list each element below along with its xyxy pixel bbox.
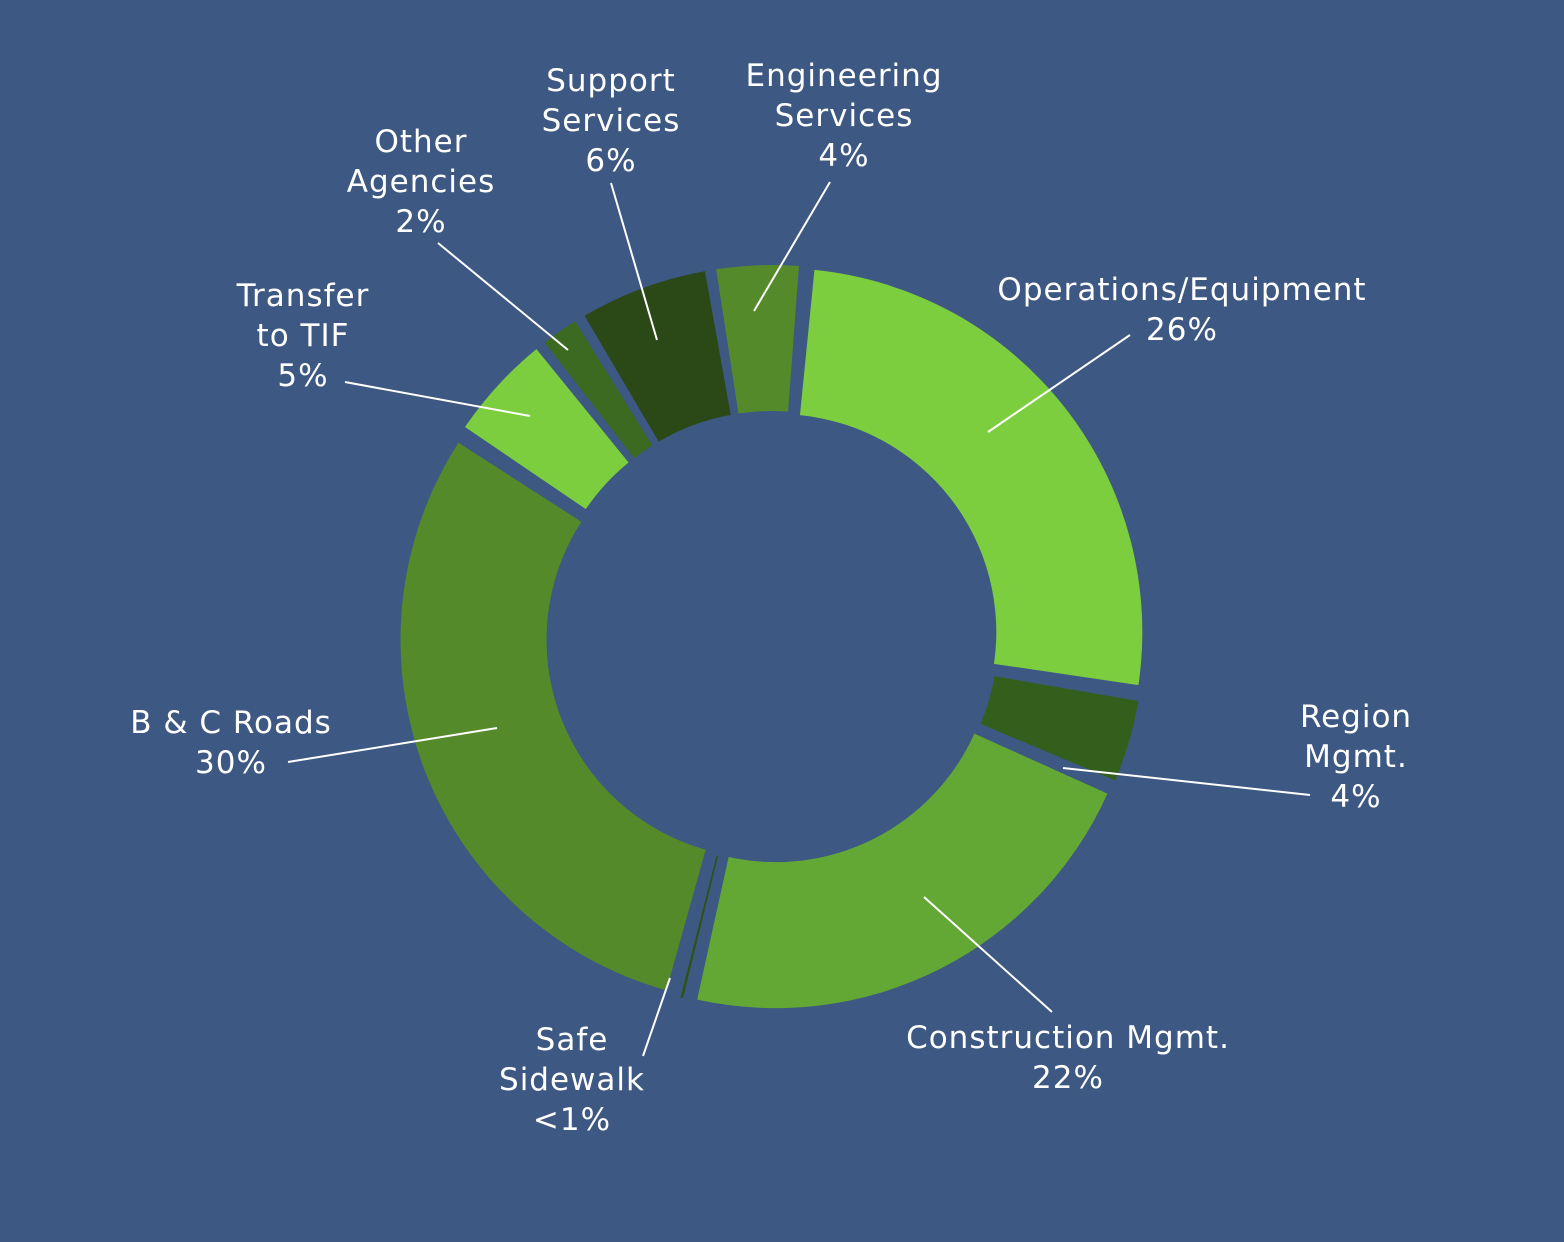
slice-name-transfer-to-tif: to TIF: [257, 318, 350, 354]
leader-line-support-services: [610, 182, 658, 341]
slice-name-engineering-services: Services: [775, 98, 914, 134]
slice-operations-equipment: [799, 269, 1143, 686]
slice-other-agencies: [544, 321, 653, 458]
slice-engineering-services: [716, 265, 799, 414]
slice-label-construction-mgmt: Construction Mgmt. 22%: [906, 1020, 1230, 1096]
slice-label-region-mgmt: Region Mgmt. 4%: [1300, 699, 1412, 815]
slice-name-engineering-services: Engineering: [746, 58, 943, 94]
labels-layer: Operations/Equipment 26% Region Mgmt. 4% Cons…: [130, 58, 1412, 1138]
slice-name-other-agencies: Agencies: [347, 164, 495, 200]
slice-name-region-mgmt: Mgmt.: [1304, 739, 1408, 775]
slice-name-operations-equipment: Operations/Equipment: [997, 272, 1366, 308]
slice-label-engineering-services: Engineering Services 4%: [746, 58, 943, 174]
leader-line-operations-equipment: [987, 334, 1131, 433]
slice-transfer-to-tif: [465, 349, 629, 510]
slice-percent-construction-mgmt: 22%: [1032, 1060, 1104, 1096]
slice-label-b-c-roads: B & C Roads 30%: [130, 705, 332, 781]
slice-region-mgmt: [980, 676, 1139, 781]
leader-line-other-agencies: [437, 242, 569, 351]
slice-name-construction-mgmt: Construction Mgmt.: [906, 1020, 1230, 1056]
leader-line-construction-mgmt: [923, 896, 1053, 1013]
slice-support-services: [584, 271, 731, 442]
slice-safe-sidewalk: [680, 856, 718, 999]
slice-name-support-services: Support: [546, 63, 676, 99]
slice-name-safe-sidewalk: Safe: [536, 1022, 609, 1058]
slice-name-other-agencies: Other: [374, 124, 467, 160]
slice-percent-b-c-roads: 30%: [195, 745, 267, 781]
slice-percent-other-agencies: 2%: [395, 204, 446, 240]
slice-b-c-roads: [400, 442, 706, 991]
slice-percent-transfer-to-tif: 5%: [277, 358, 328, 394]
slice-percent-engineering-services: 4%: [818, 138, 869, 174]
leader-line-region-mgmt: [1062, 767, 1311, 796]
leader-line-transfer-to-tif: [344, 381, 531, 417]
slice-construction-mgmt: [697, 733, 1108, 1009]
slice-name-region-mgmt: Region: [1300, 699, 1412, 735]
slice-name-b-c-roads: B & C Roads: [130, 705, 332, 741]
slice-percent-operations-equipment: 26%: [1146, 312, 1218, 348]
slice-percent-support-services: 6%: [585, 143, 636, 179]
slice-name-transfer-to-tif: Transfer: [236, 278, 370, 314]
slice-name-support-services: Services: [542, 103, 681, 139]
leader-line-safe-sidewalk: [642, 977, 671, 1057]
leader-line-b-c-roads: [287, 727, 498, 763]
slice-label-other-agencies: Other Agencies 2%: [347, 124, 495, 240]
slice-name-safe-sidewalk: Sidewalk: [499, 1062, 645, 1098]
slice-label-support-services: Support Services 6%: [542, 63, 681, 179]
slice-percent-region-mgmt: 4%: [1330, 779, 1381, 815]
leader-line-engineering-services: [753, 181, 831, 312]
slices-layer: [400, 265, 1143, 1009]
slice-label-safe-sidewalk: Safe Sidewalk <1%: [499, 1022, 645, 1138]
leader-lines-layer: [287, 181, 1311, 1057]
slice-label-operations-equipment: Operations/Equipment 26%: [997, 272, 1366, 348]
slice-percent-safe-sidewalk: <1%: [533, 1102, 611, 1138]
slice-label-transfer-to-tif: Transfer to TIF 5%: [236, 278, 370, 394]
